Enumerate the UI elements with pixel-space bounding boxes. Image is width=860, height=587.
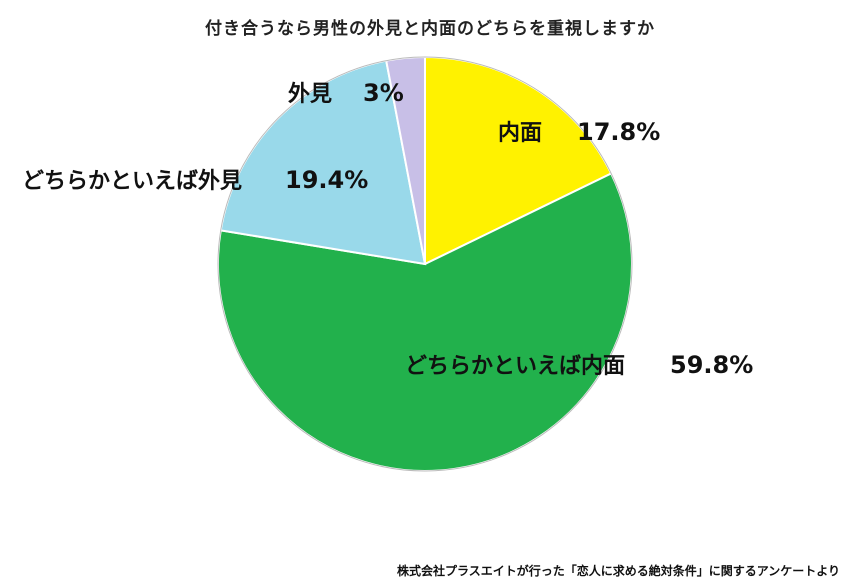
chart-title: 付き合うなら男性の外見と内面のどちらを重視しますか	[205, 19, 655, 39]
slice-label-1: 内面	[498, 121, 542, 146]
pie-slices	[217, 55, 633, 472]
pie-outline	[217, 56, 633, 472]
slice-value-4: 3%	[363, 79, 404, 107]
slice-label-4: 外見	[288, 81, 332, 107]
slice-value-2: 59.8%	[670, 351, 753, 379]
slice-value-1: 17.8%	[577, 118, 660, 146]
slice-label-2: どちらかといえば内面	[405, 354, 625, 379]
slice-value-3: 19.4%	[285, 166, 368, 194]
slice-labels: 内面 17.8% どちらかといえば内面 59.8% どちらかといえば外見 19.4% 外見 3…	[22, 79, 753, 379]
slice-label-3: どちらかといえば外見	[22, 168, 242, 194]
source-note: 株式会社プラスエイトが行った「恋人に求める絶対条件」に関するアンケートより	[396, 564, 840, 578]
